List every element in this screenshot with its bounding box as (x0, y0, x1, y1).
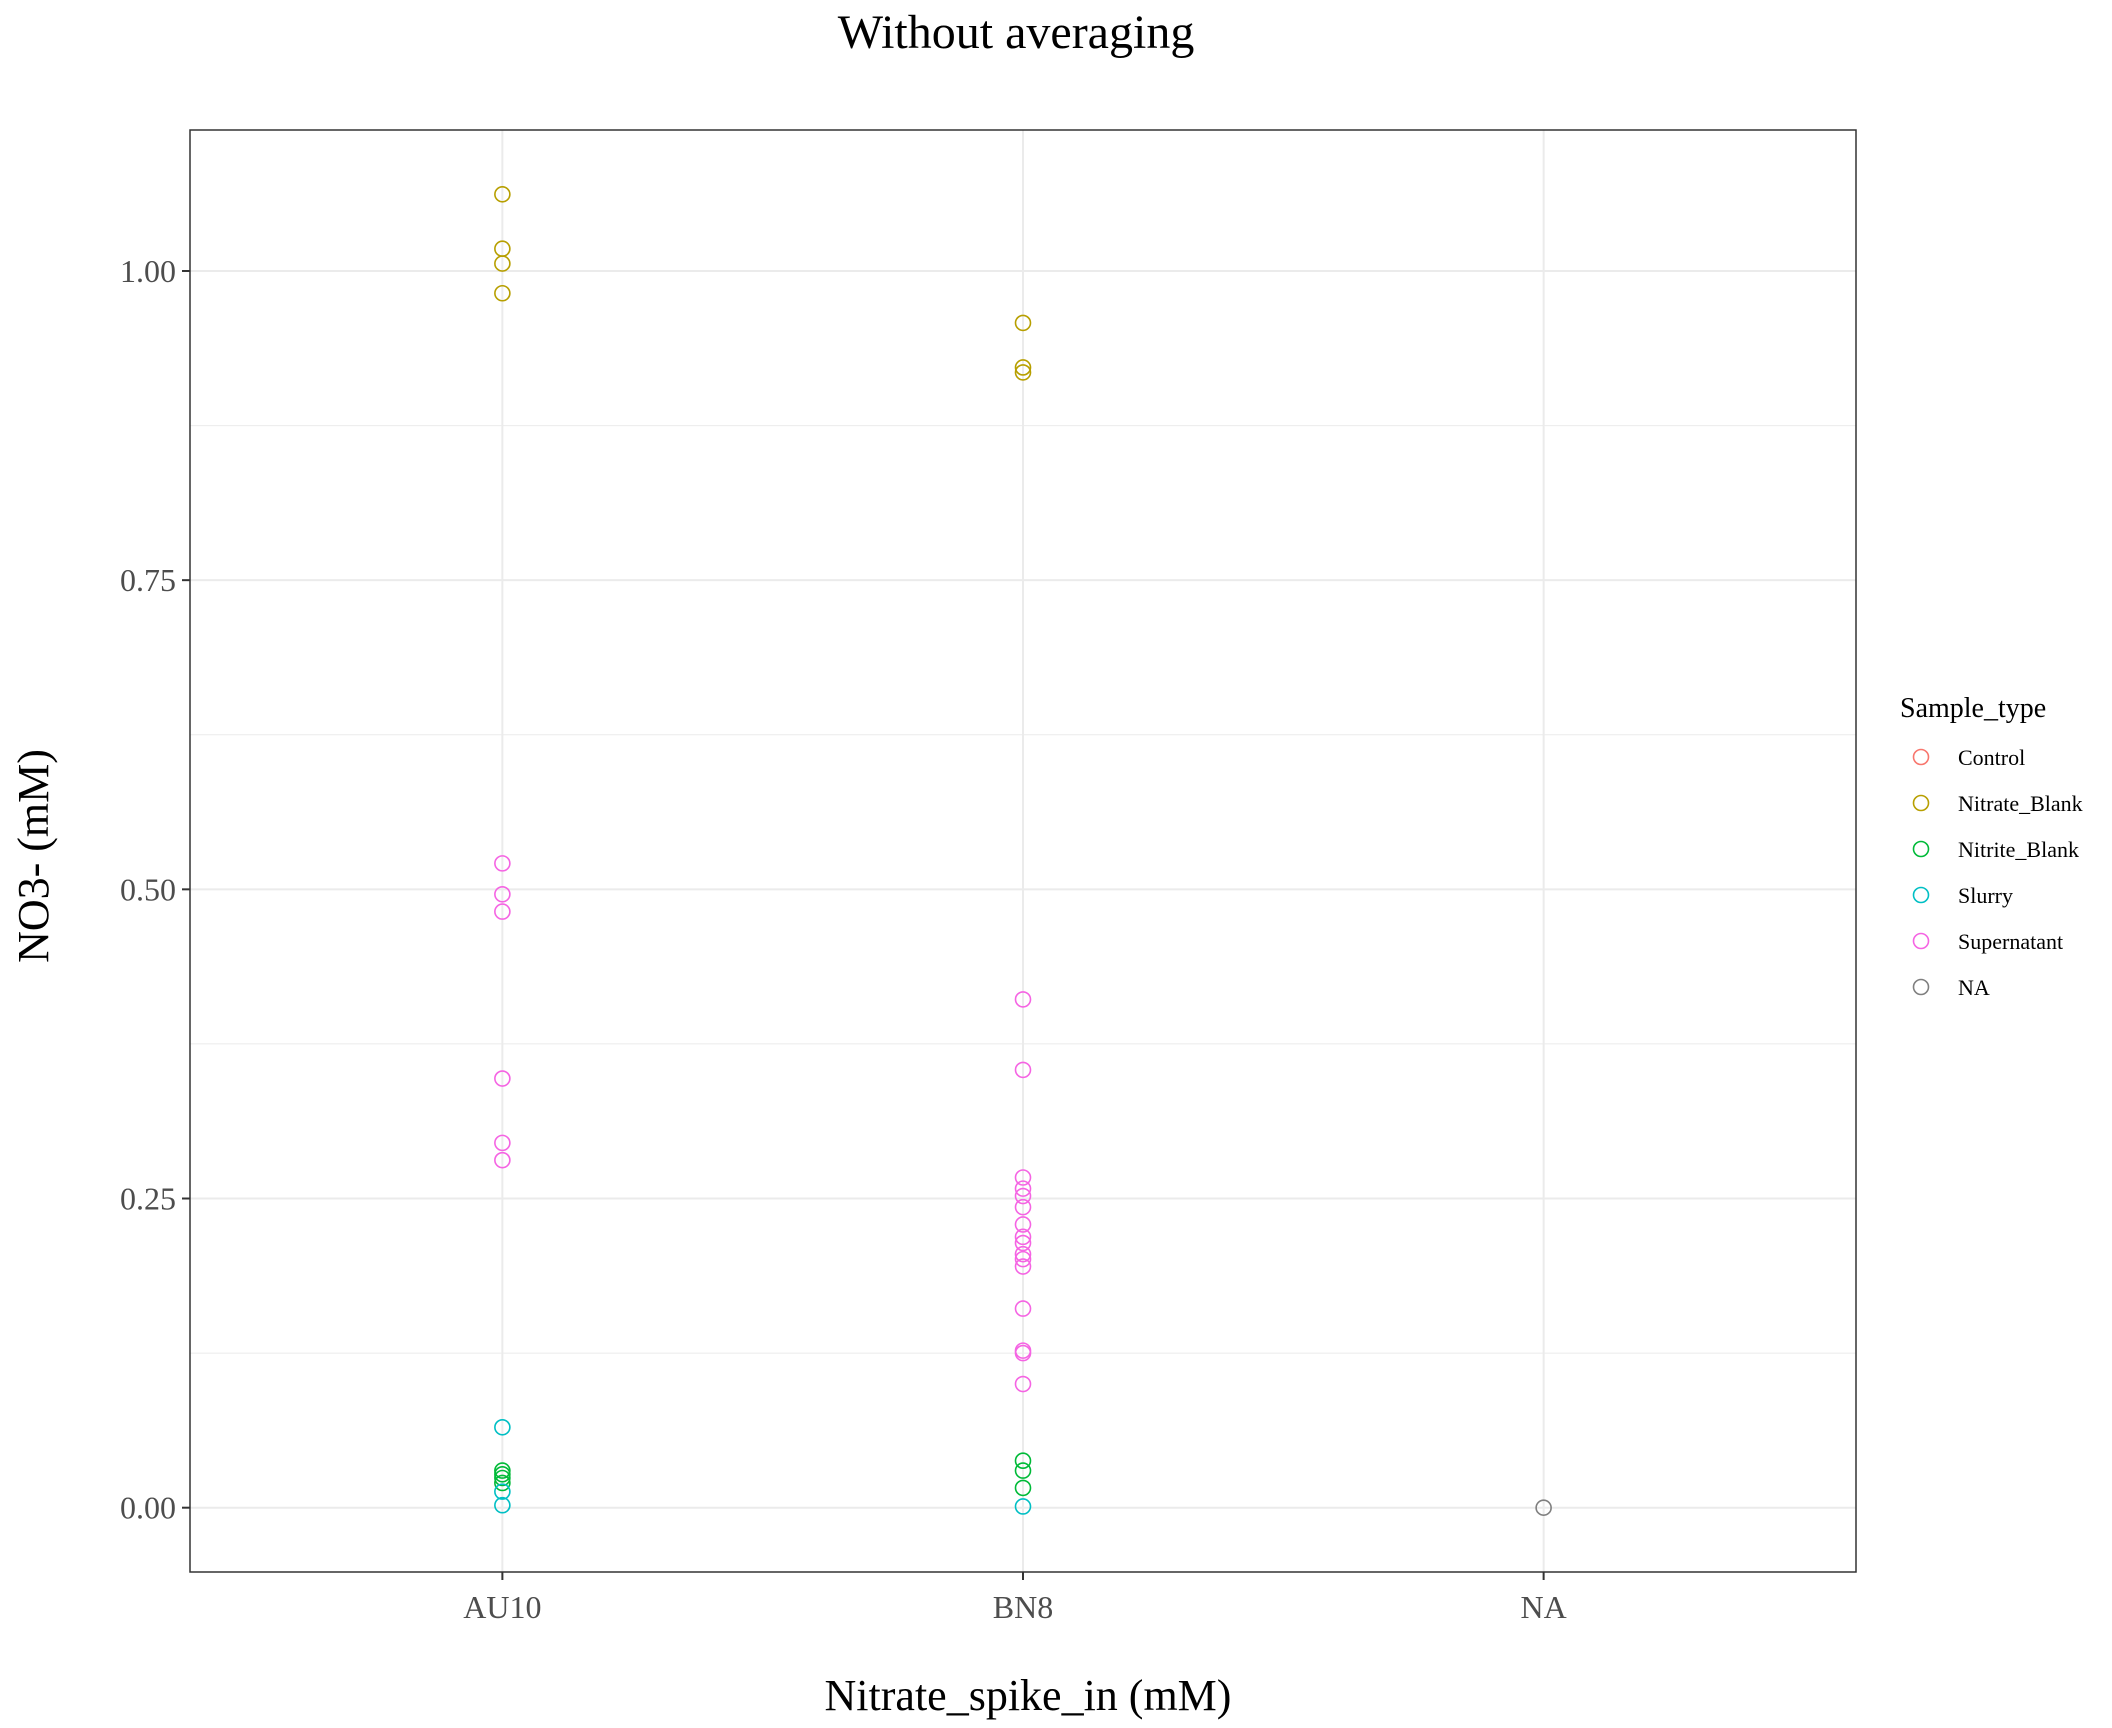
data-point-nitrite-blank (494, 1462, 511, 1479)
data-point-slurry (494, 1419, 511, 1436)
data-point-nitrate-blank (494, 255, 511, 272)
data-point-nitrate-blank (494, 186, 511, 203)
data-point-slurry (494, 1496, 511, 1514)
data-point-supernatant (494, 855, 511, 872)
data-point-supernatant (1014, 1216, 1032, 1233)
x-axis-ticks: AU10 BN8 NA (463, 1572, 1567, 1625)
x-axis-title: Nitrate_spike_in (mM) (825, 1671, 1232, 1720)
data-point-nitrate-blank (1014, 359, 1032, 376)
data-point-supernatant (1014, 1375, 1032, 1393)
data-point-supernatant (1014, 991, 1032, 1008)
legend-label-control: Control (1958, 745, 2025, 770)
legend-label-supernatant: Supernatant (1958, 929, 2063, 954)
legend-label-nitrate-blank: Nitrate_Blank (1958, 791, 2083, 816)
data-point-supernatant (1014, 1245, 1032, 1263)
legend-label-na: NA (1958, 975, 1990, 1000)
data-point-slurry (494, 1483, 511, 1500)
legend-title: Sample_type (1900, 693, 2046, 724)
data-point-supernatant (1014, 1344, 1032, 1362)
data-point-nitrite-blank (1014, 1462, 1032, 1479)
data-point-nitrate-blank (1014, 314, 1032, 332)
data-point-nitrite-blank (494, 1466, 511, 1483)
data-point-supernatant (1014, 1180, 1032, 1197)
major-gridlines (190, 130, 1856, 1572)
legend-key-nitrite-blank (1912, 840, 1930, 858)
chart-title: Without averaging (838, 6, 1195, 59)
data-point-nitrate-blank (494, 284, 511, 302)
y-tick-label: 0.25 (120, 1181, 176, 1217)
data-point-nitrite-blank (1014, 1479, 1032, 1497)
data-point-nitrate-blank (1014, 364, 1032, 381)
data-point-supernatant (1014, 1187, 1032, 1205)
data-point-supernatant (494, 885, 511, 903)
data-points (494, 186, 1552, 1516)
data-point-supernatant (1014, 1061, 1032, 1079)
legend-key-supernatant (1912, 932, 1930, 950)
legend-key-na (1912, 978, 1930, 996)
data-point-na (1535, 1499, 1552, 1516)
legend-label-slurry: Slurry (1958, 883, 2013, 908)
y-tick-label: 1.00 (120, 253, 176, 289)
data-point-supernatant (1014, 1234, 1032, 1252)
data-point-supernatant (494, 1151, 511, 1169)
data-point-nitrite-blank (494, 1474, 511, 1492)
data-point-slurry (1014, 1498, 1032, 1515)
legend-label-nitrite-blank: Nitrite_Blank (1958, 837, 2079, 862)
data-point-supernatant (1014, 1198, 1032, 1216)
legend-key-slurry (1912, 886, 1930, 904)
legend: Sample_type Control Nitrate_Blank Nitrite_… (1900, 693, 2083, 1000)
y-axis-ticks: 0.00 0.25 0.50 0.75 1.00 (120, 253, 190, 1526)
data-point-supernatant (1014, 1300, 1032, 1317)
data-point-supernatant (1014, 1169, 1032, 1186)
y-tick-label: 0.50 (120, 871, 176, 907)
data-point-supernatant (1014, 1258, 1032, 1275)
y-axis-title: NO3- (mM) (9, 749, 58, 963)
y-tick-label: 0.00 (120, 1490, 176, 1526)
data-point-supernatant (1014, 1250, 1032, 1268)
data-point-nitrite-blank (494, 1469, 511, 1487)
data-point-nitrite-blank (1014, 1452, 1032, 1469)
x-tick-label: AU10 (463, 1589, 541, 1625)
data-point-supernatant (1014, 1228, 1032, 1246)
legend-key-control (1912, 748, 1930, 766)
x-tick-label: BN8 (993, 1589, 1053, 1625)
data-point-supernatant (494, 903, 511, 920)
legend-key-nitrate-blank (1912, 794, 1930, 812)
data-point-supernatant (494, 1070, 511, 1087)
x-tick-label: NA (1521, 1589, 1567, 1625)
data-point-supernatant (494, 1134, 511, 1152)
y-tick-label: 0.75 (120, 562, 176, 598)
